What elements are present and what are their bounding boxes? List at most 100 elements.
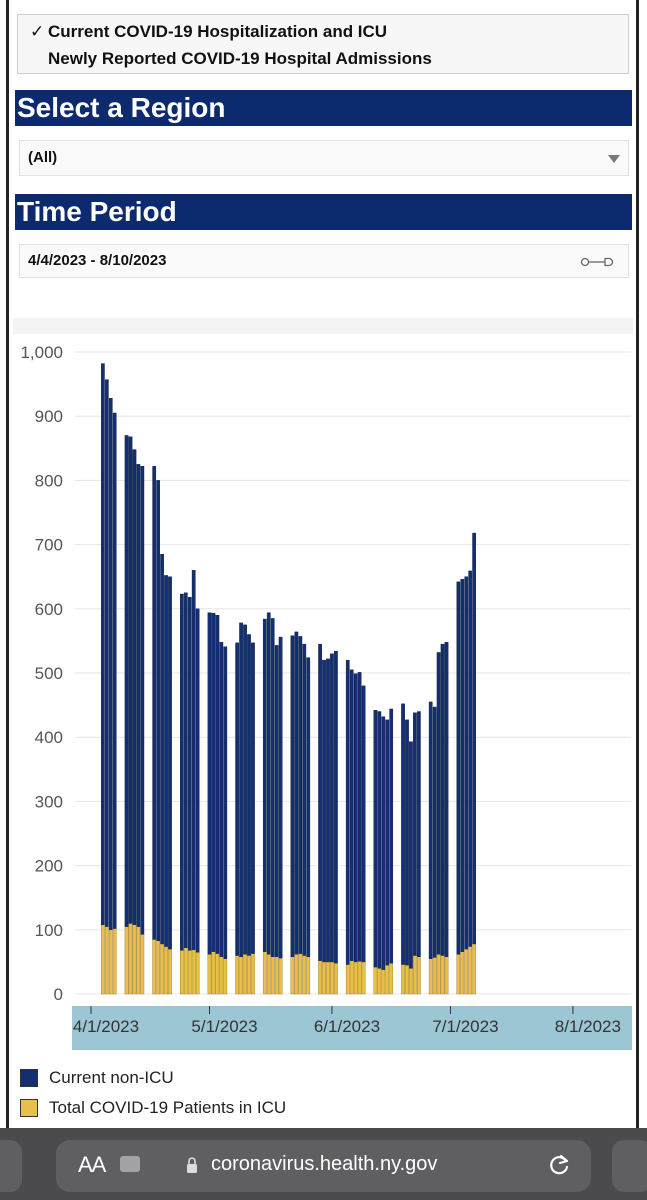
bar-icu — [472, 943, 476, 995]
bar-non-icu — [417, 711, 421, 957]
bar-icu — [239, 956, 243, 995]
range-slider-icon — [580, 257, 614, 267]
bar-non-icu — [191, 570, 196, 950]
bar-icu — [417, 956, 421, 995]
metric-option-hospitalization-icu[interactable]: ✓ Current COVID-19 Hospitalization and IC… — [30, 22, 387, 42]
time-period-select[interactable]: 4/4/2023 - 8/10/2023 — [19, 244, 629, 278]
bar-non-icu — [353, 673, 358, 963]
bar-non-icu — [112, 412, 117, 929]
bar-non-icu — [164, 575, 168, 947]
metric-option-new-admissions[interactable]: Newly Reported COVID-19 Hospital Admissi… — [30, 49, 432, 69]
bar-non-icu — [377, 711, 382, 969]
bar-icu — [266, 954, 271, 995]
reader-settings-button[interactable]: AA — [78, 1152, 106, 1177]
bar-non-icu — [243, 624, 247, 955]
bar-non-icu — [468, 570, 473, 947]
y-tick-label: 800 — [35, 471, 63, 490]
dashboard-frame — [6, 0, 639, 1130]
x-axis: 4/1/2023 5/1/2023 6/1/2023 7/1/2023 8/1/2023 — [72, 1006, 632, 1050]
bar-non-icu — [436, 652, 441, 955]
bar-non-icu — [290, 635, 295, 957]
bar-non-icu — [247, 634, 251, 956]
bar-non-icu — [195, 608, 200, 953]
bar-icu — [223, 958, 228, 995]
bar-non-icu — [128, 436, 133, 924]
bar-non-icu — [385, 719, 390, 966]
bar-icu — [357, 961, 362, 995]
legend-swatch-non-icu — [20, 1069, 38, 1087]
x-tick-label: 7/1/2023 — [432, 1017, 498, 1036]
x-tick-label: 5/1/2023 — [191, 1017, 257, 1036]
bar-icu — [460, 951, 465, 995]
bar-icu — [112, 928, 117, 995]
bar-icu — [440, 955, 445, 995]
bar-non-icu — [219, 641, 224, 957]
bar-icu — [353, 961, 358, 995]
bar-non-icu — [278, 636, 283, 959]
bar-icu — [168, 948, 172, 995]
x-tick-label: 4/1/2023 — [73, 1017, 139, 1036]
legend-swatch-icu — [20, 1099, 38, 1117]
bar-non-icu — [108, 398, 113, 931]
bar-non-icu — [345, 659, 350, 965]
bar-non-icu — [349, 669, 354, 961]
bars — [100, 363, 476, 995]
bar-icu — [124, 926, 129, 995]
bar-icu — [132, 924, 137, 995]
address-bar[interactable]: AA coronavirus.health.ny.gov — [56, 1140, 591, 1192]
bar-non-icu — [472, 532, 476, 945]
bar-icu — [274, 956, 279, 995]
check-icon: ✓ — [30, 22, 45, 41]
bar-icu — [262, 951, 267, 995]
bar-non-icu — [152, 466, 157, 940]
bar-non-icu — [211, 613, 216, 952]
next-tab-edge[interactable] — [612, 1140, 647, 1192]
bar-non-icu — [104, 379, 109, 927]
bar-icu — [385, 964, 390, 995]
bar-non-icu — [274, 645, 279, 957]
y-tick-label: 300 — [35, 792, 63, 811]
region-heading: Select a Region — [15, 90, 632, 126]
metric-selector[interactable]: ✓ Current COVID-19 Hospitalization and IC… — [17, 14, 629, 74]
bar-non-icu — [318, 643, 322, 961]
bar-icu — [298, 953, 303, 995]
bar-icu — [334, 962, 338, 995]
prev-tab-edge[interactable] — [0, 1140, 22, 1192]
bar-non-icu — [428, 701, 433, 959]
bar-icu — [444, 956, 449, 995]
legend-label: Current non-ICU — [49, 1068, 174, 1087]
x-tick-label: 6/1/2023 — [314, 1017, 380, 1036]
bar-non-icu — [405, 719, 409, 966]
bar-non-icu — [326, 658, 330, 963]
bar-non-icu — [215, 615, 220, 954]
bar-icu — [294, 954, 299, 995]
bar-non-icu — [183, 592, 188, 948]
bar-non-icu — [298, 636, 303, 954]
bar-non-icu — [187, 597, 192, 951]
bar-icu — [373, 966, 378, 995]
bar-icu — [436, 954, 441, 995]
bar-non-icu — [306, 657, 311, 957]
y-tick-label: 600 — [35, 600, 63, 619]
bar-icu — [156, 940, 160, 995]
bar-non-icu — [270, 618, 275, 957]
bar-icu — [108, 929, 113, 995]
bar-icu — [219, 956, 224, 995]
bar-icu — [409, 968, 413, 995]
region-select[interactable]: (All) — [19, 140, 629, 176]
bar-icu — [322, 961, 326, 995]
hospitalization-chart: 1,000 900 800 700 600 500 400 300 200 100 0 4/1/20… — [20, 343, 632, 1050]
extension-icon[interactable] — [120, 1156, 140, 1172]
bar-icu — [306, 956, 311, 995]
bar-icu — [243, 954, 247, 995]
bar-icu — [464, 948, 469, 995]
bar-icu — [128, 923, 133, 995]
bar-icu — [377, 968, 382, 995]
reload-icon[interactable] — [546, 1152, 572, 1178]
bar-icu — [104, 926, 109, 995]
x-axis-band — [72, 1006, 632, 1050]
bar-icu — [413, 955, 417, 995]
bar-icu — [349, 960, 354, 995]
bar-icu — [179, 950, 184, 995]
bar-non-icu — [334, 650, 338, 964]
